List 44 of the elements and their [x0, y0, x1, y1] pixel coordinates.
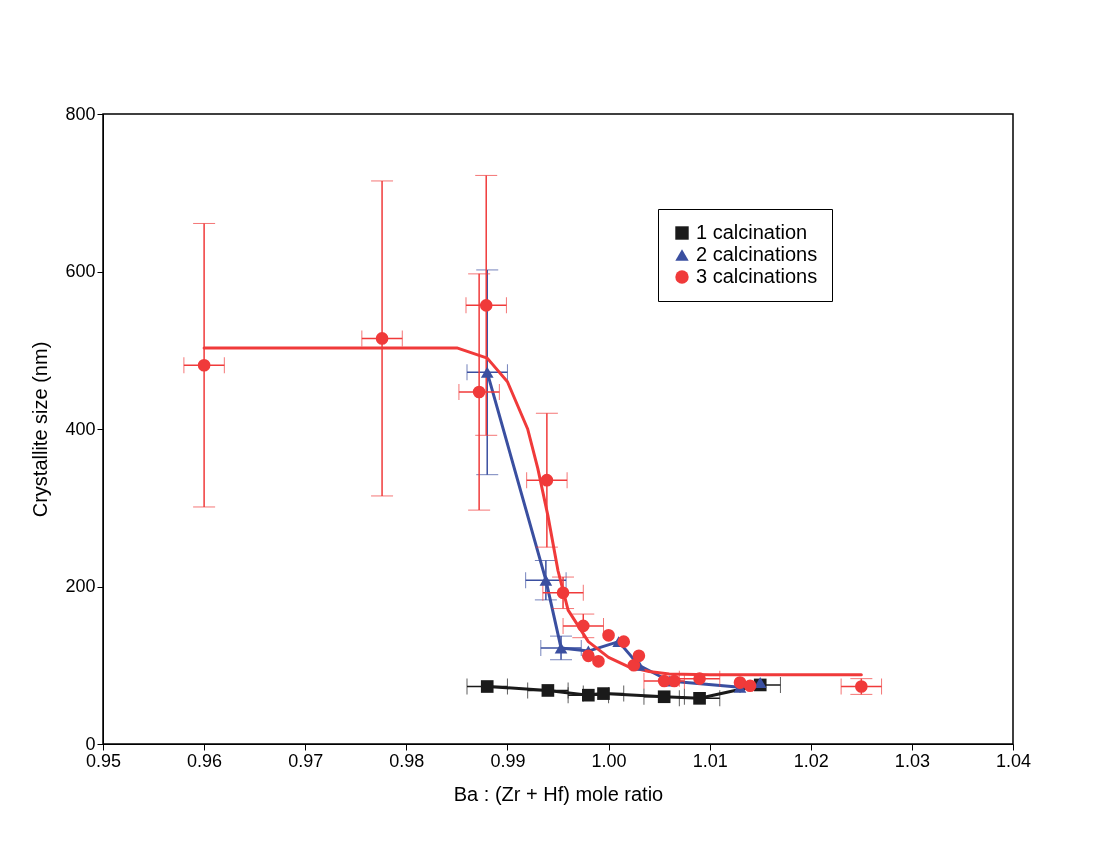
point [657, 690, 671, 704]
x-tick-label: 1.04 [995, 750, 1032, 771]
y-axis-title: Crystallite size (nm) [29, 341, 52, 518]
point [733, 676, 747, 689]
x-axis-title: Ba : (Zr + Hf) mole ratio [453, 782, 664, 805]
y-tick-label: 400 [65, 418, 96, 439]
point [556, 586, 570, 600]
x-tick-label: 0.98 [389, 750, 425, 771]
point [472, 385, 486, 399]
x-tick-label: 1.02 [793, 750, 829, 771]
x-tick-label: 1.03 [894, 750, 930, 771]
legend-label: 1 calcination [696, 221, 808, 243]
point [743, 679, 757, 693]
point [576, 619, 590, 633]
point [667, 674, 681, 688]
point [693, 692, 706, 705]
point [597, 687, 610, 700]
y-tick-label: 200 [65, 576, 96, 596]
point [541, 684, 555, 697]
y-tick-label: 600 [65, 261, 96, 281]
legend-label: 3 calcinations [696, 265, 818, 287]
point [592, 655, 605, 668]
point [479, 299, 493, 312]
point [582, 688, 595, 702]
y-tick-label: 800 [65, 103, 96, 124]
point [539, 574, 553, 586]
point [480, 680, 494, 693]
point [617, 635, 631, 648]
point [540, 473, 554, 487]
x-tick-label: 0.97 [288, 750, 324, 771]
x-tick-label: 0.99 [490, 750, 526, 771]
x-tick-label: 1.01 [692, 750, 728, 771]
point [602, 629, 615, 642]
point [480, 366, 494, 378]
x-tick-label: 1.00 [591, 750, 627, 771]
x-tick-label: 0.96 [187, 750, 223, 771]
point [554, 642, 568, 654]
point [375, 332, 389, 345]
legend-label: 2 calcinations [696, 243, 818, 265]
point [693, 672, 706, 685]
point [855, 680, 868, 693]
point [632, 649, 646, 663]
point [197, 358, 211, 372]
point [582, 649, 595, 663]
